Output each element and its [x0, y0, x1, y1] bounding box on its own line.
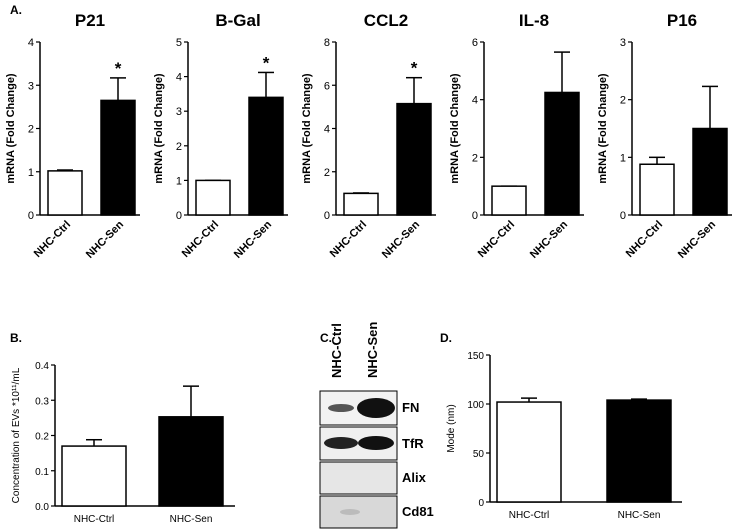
bar — [606, 399, 672, 503]
x-tick-label: NHC-Ctrl — [476, 219, 517, 260]
x-tick-label: NHC-Sen — [676, 218, 718, 260]
band-label: FN — [402, 400, 419, 415]
chart-title: CCL2 — [364, 11, 408, 30]
y-axis-label: mRNA (Fold Change) — [597, 73, 609, 184]
bar — [100, 99, 136, 216]
bar — [491, 185, 527, 216]
y-tick-label: 2 — [472, 152, 478, 164]
bar — [343, 192, 379, 216]
y-tick-label: 3 — [620, 37, 626, 49]
x-tick-label: NHC-Sen — [84, 218, 126, 260]
bar — [248, 96, 284, 216]
bar — [639, 163, 675, 216]
y-tick-label: 0 — [28, 210, 34, 222]
significance-mark: * — [411, 59, 418, 78]
bar — [692, 127, 728, 216]
band — [324, 437, 358, 449]
x-tick-label: NHC-Sen — [618, 510, 661, 521]
x-tick-label: NHC-Sen — [170, 514, 213, 525]
bar — [195, 179, 231, 216]
y-tick-label: 0 — [176, 210, 182, 222]
x-tick-label: NHC-Ctrl — [624, 219, 665, 260]
y-axis-label: mRNA (Fold Change) — [449, 73, 461, 184]
x-tick-label: NHC-Sen — [380, 218, 422, 260]
panel-label: C. — [320, 331, 332, 345]
y-tick-label: 4 — [472, 95, 478, 107]
x-tick-label: NHC-Ctrl — [509, 510, 550, 521]
y-tick-label: 4 — [324, 124, 330, 136]
y-tick-label: 0.0 — [35, 502, 49, 513]
band — [328, 404, 354, 412]
bar — [47, 170, 83, 216]
panel-label: D. — [440, 331, 452, 345]
lane-label: NHC-Sen — [365, 322, 380, 378]
bar — [158, 416, 224, 507]
x-tick-label: NHC-Ctrl — [328, 219, 369, 260]
blot-box — [319, 461, 398, 495]
y-tick-label: 0 — [478, 498, 484, 509]
lane-label: NHC-Ctrl — [329, 323, 344, 378]
bar — [496, 401, 562, 503]
x-tick-label: NHC-Sen — [528, 218, 570, 260]
chart-title: B-Gal — [215, 11, 260, 30]
bar — [544, 91, 580, 216]
panel-label: A. — [10, 3, 22, 17]
band-label: Cd81 — [402, 504, 434, 519]
band-label: Alix — [402, 470, 427, 485]
band — [357, 398, 395, 418]
bar — [61, 445, 127, 507]
y-tick-label: 0 — [324, 210, 330, 222]
y-tick-label: 5 — [176, 37, 182, 49]
y-tick-label: 1 — [28, 167, 34, 179]
x-tick-label: NHC-Ctrl — [74, 514, 115, 525]
y-tick-label: 1 — [176, 175, 182, 187]
y-tick-label: 3 — [176, 106, 182, 118]
y-tick-label: 50 — [473, 449, 485, 460]
y-axis-label: mRNA (Fold Change) — [5, 73, 17, 184]
y-tick-label: 2 — [324, 167, 330, 179]
y-tick-label: 6 — [472, 37, 478, 49]
y-tick-label: 4 — [28, 37, 34, 49]
significance-mark: * — [115, 59, 122, 78]
band — [358, 436, 394, 450]
y-tick-label: 2 — [28, 124, 34, 136]
x-tick-label: NHC-Ctrl — [32, 219, 73, 260]
chart-title: P21 — [75, 11, 105, 30]
x-tick-label: NHC-Sen — [232, 218, 274, 260]
y-axis-label: Concentration of EVs *10¹¹/mL — [11, 367, 22, 503]
y-tick-label: 6 — [324, 80, 330, 92]
y-tick-label: 0.1 — [35, 467, 49, 478]
y-axis-label: mRNA (Fold Change) — [153, 73, 165, 184]
y-tick-label: 0 — [472, 210, 478, 222]
x-tick-label: NHC-Ctrl — [180, 219, 221, 260]
y-tick-label: 100 — [467, 400, 484, 411]
y-axis-label: mRNA (Fold Change) — [301, 73, 313, 184]
y-tick-label: 8 — [324, 37, 330, 49]
western-blot: NHC-Ctrl NHC-Sen FN TfR Alix Cd81 — [319, 322, 434, 529]
bar — [396, 102, 432, 216]
chart-title: IL-8 — [519, 11, 549, 30]
y-tick-label: 0.4 — [35, 361, 49, 372]
y-tick-label: 4 — [176, 72, 182, 84]
panel-label: B. — [10, 331, 22, 345]
y-tick-label: 2 — [620, 95, 626, 107]
band-label: TfR — [402, 436, 424, 451]
y-tick-label: 0.3 — [35, 396, 49, 407]
y-tick-label: 0.2 — [35, 432, 49, 443]
y-axis-label: Mode (nm) — [446, 404, 457, 452]
significance-mark: * — [263, 53, 270, 72]
chart-title: P16 — [667, 11, 697, 30]
y-tick-label: 1 — [620, 152, 626, 164]
y-tick-label: 2 — [176, 141, 182, 153]
y-tick-label: 150 — [467, 351, 484, 362]
y-tick-label: 3 — [28, 80, 34, 92]
band — [340, 509, 360, 515]
y-tick-label: 0 — [620, 210, 626, 222]
